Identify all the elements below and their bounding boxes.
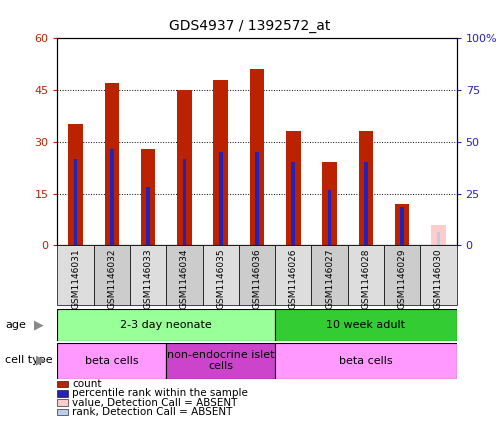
Bar [183, 159, 186, 245]
Text: ▶: ▶ [34, 319, 44, 331]
Text: cell type: cell type [5, 355, 52, 365]
Bar [286, 132, 300, 245]
Bar [420, 245, 457, 305]
Bar [291, 162, 295, 245]
Bar [348, 245, 384, 305]
Text: GSM1146028: GSM1146028 [361, 248, 370, 309]
Bar [94, 245, 130, 305]
Bar [328, 190, 331, 245]
Text: rank, Detection Call = ABSENT: rank, Detection Call = ABSENT [72, 407, 233, 417]
Bar [322, 162, 337, 245]
Text: count: count [72, 379, 102, 389]
Bar [250, 69, 264, 245]
Bar [130, 245, 166, 305]
Text: GDS4937 / 1392572_at: GDS4937 / 1392572_at [169, 19, 330, 33]
Bar [395, 204, 409, 245]
Bar [57, 343, 166, 379]
Text: GSM1146036: GSM1146036 [252, 248, 261, 309]
Text: GSM1146026: GSM1146026 [289, 248, 298, 309]
Text: GSM1146032: GSM1146032 [107, 248, 116, 309]
Text: GSM1146029: GSM1146029 [398, 248, 407, 309]
Bar [437, 231, 440, 245]
Bar [57, 309, 275, 341]
Text: percentile rank within the sample: percentile rank within the sample [72, 388, 248, 398]
Bar [431, 225, 446, 245]
Bar [384, 245, 420, 305]
Bar [141, 148, 155, 245]
Bar [146, 187, 150, 245]
Bar [311, 245, 348, 305]
Bar [219, 152, 223, 245]
Bar [275, 309, 457, 341]
Bar [275, 245, 311, 305]
Text: GSM1146031: GSM1146031 [71, 248, 80, 309]
Bar [359, 132, 373, 245]
Bar [177, 90, 192, 245]
Text: GSM1146034: GSM1146034 [180, 248, 189, 309]
Text: age: age [5, 320, 26, 330]
Text: ▶: ▶ [36, 354, 46, 367]
Bar [255, 152, 259, 245]
Text: beta cells: beta cells [85, 356, 139, 365]
Text: 2-3 day neonate: 2-3 day neonate [120, 320, 212, 330]
Text: GSM1146027: GSM1146027 [325, 248, 334, 309]
Bar [57, 245, 94, 305]
Bar [275, 343, 457, 379]
Bar [203, 245, 239, 305]
Bar [364, 162, 368, 245]
Text: GSM1146030: GSM1146030 [434, 248, 443, 309]
Bar [166, 343, 275, 379]
Bar [74, 159, 77, 245]
Bar [239, 245, 275, 305]
Text: non-endocrine islet
cells: non-endocrine islet cells [167, 350, 274, 371]
Bar [105, 83, 119, 245]
Bar [400, 207, 404, 245]
Text: beta cells: beta cells [339, 356, 393, 365]
Text: GSM1146035: GSM1146035 [216, 248, 225, 309]
Bar [110, 148, 114, 245]
Bar [214, 80, 228, 245]
Bar [166, 245, 203, 305]
Text: value, Detection Call = ABSENT: value, Detection Call = ABSENT [72, 398, 238, 408]
Text: GSM1146033: GSM1146033 [144, 248, 153, 309]
Text: 10 week adult: 10 week adult [326, 320, 405, 330]
Bar [68, 124, 83, 245]
